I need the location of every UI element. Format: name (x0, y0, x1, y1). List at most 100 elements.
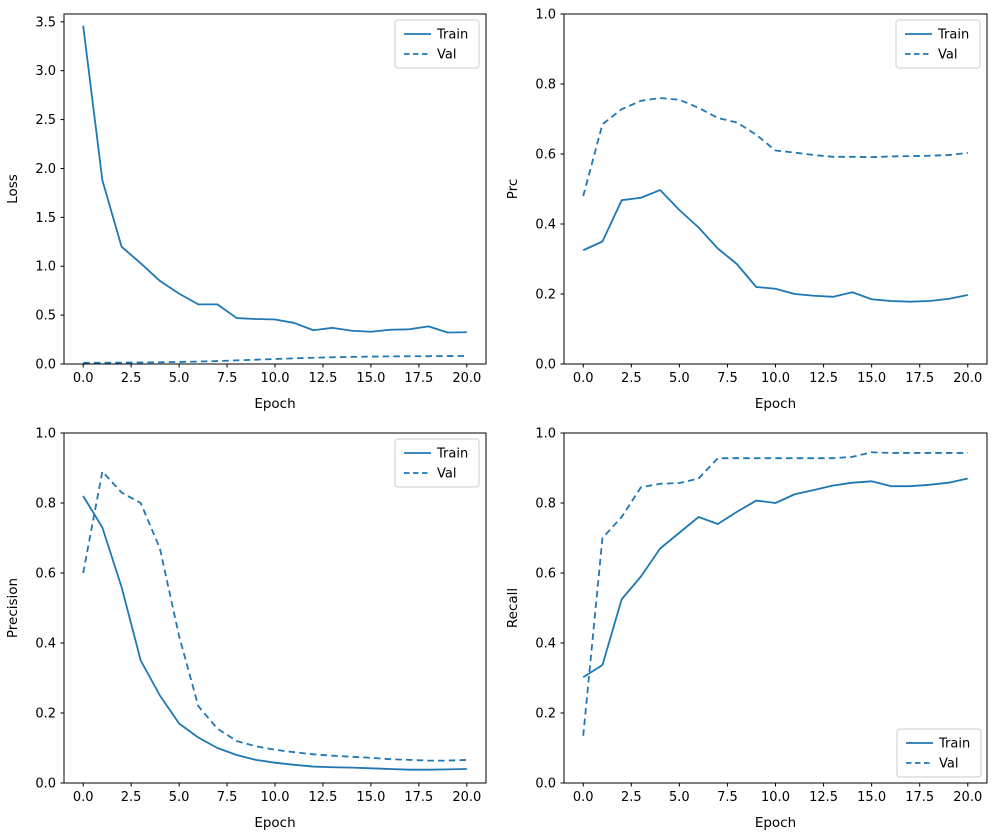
legend-box (895, 19, 981, 69)
legend: Train Val (896, 728, 982, 778)
y-tick-label: 0.2 (535, 707, 556, 722)
x-axis-label: Epoch (755, 396, 796, 412)
y-tick-label: 0.0 (535, 358, 556, 373)
x-axis: 0.0 2.5 5.0 7.5 10.0 12.5 15.0 17.5 20.0 Epoch (73, 364, 481, 412)
x-tick-label: 10.0 (761, 790, 790, 805)
x-tick-label: 12.5 (308, 371, 337, 386)
x-tick-label: 10.0 (261, 371, 290, 386)
y-tick-label: 1.0 (535, 8, 556, 23)
y-tick-label: 0.6 (535, 567, 556, 582)
x-tick-label: 7.5 (717, 371, 738, 386)
recall-chart: 0.0 2.5 5.0 7.5 10.0 12.5 15.0 17.5 20.0Epoch0.0… (505, 427, 988, 831)
y-axis-label: Loss (5, 174, 21, 204)
precision-chart: 0.0 2.5 5.0 7.5 10.0 12.5 15.0 17.5 20.0Epoch0.0… (5, 427, 487, 831)
y-tick-label: 0.0 (35, 358, 56, 373)
x-axis-label: Epoch (254, 815, 295, 831)
y-axis-label: Recall (505, 588, 521, 628)
y-tick-label: 3.0 (35, 64, 56, 79)
x-tick-label: 0.0 (73, 371, 94, 386)
x-tick-label: 0.0 (73, 790, 94, 805)
val-line (83, 355, 467, 364)
y-tick-label: 0.4 (535, 218, 556, 233)
legend-train-label: Train (436, 28, 468, 43)
y-tick-label: 0.6 (35, 567, 56, 582)
y-axis: 0.0 0.2 0.4 0.6 0.8 1.0 Prc (505, 8, 564, 373)
y-tick-label: 3.5 (35, 15, 56, 30)
y-tick-label: 0.0 (35, 777, 56, 792)
x-tick-label: 2.5 (621, 371, 642, 386)
legend: Train Val (394, 19, 480, 69)
train-line (82, 25, 467, 334)
legend-box (394, 438, 480, 488)
x-tick-label: 12.5 (308, 790, 337, 805)
x-tick-label: 10.0 (261, 790, 290, 805)
x-tick-label: 7.5 (217, 371, 238, 386)
y-tick-label: 0.2 (35, 707, 56, 722)
x-tick-label: 2.5 (121, 790, 142, 805)
chart-cell-prc: 0.0 2.5 5.0 7.5 10.0 12.5 15.0 17.5 20.0 Epoch 0.0… (500, 0, 1001, 419)
y-axis-label: Precision (5, 578, 21, 638)
x-tick-label: 12.5 (809, 790, 838, 805)
legend: Train Val (895, 19, 981, 69)
x-tick-label: 2.5 (621, 790, 642, 805)
x-tick-label: 17.5 (905, 371, 934, 386)
legend-train-label: Train (436, 447, 468, 462)
y-tick-label: 0.0 (535, 777, 556, 792)
legend-val-label: Val (939, 757, 958, 772)
x-tick-label: 5.0 (669, 790, 690, 805)
legend-box (394, 19, 480, 69)
chart-cell-loss: 0.0 2.5 5.0 7.5 10.0 12.5 15.0 17.5 20.0 Epoch 0.0… (0, 0, 500, 419)
train-line (582, 477, 968, 679)
x-tick-label: 20.0 (953, 371, 982, 386)
series-lines (582, 97, 968, 303)
y-tick-label: 0.5 (35, 309, 56, 324)
y-axis: 0.0 0.2 0.4 0.6 0.8 1.0 Recall (505, 427, 564, 792)
y-tick-label: 1.5 (35, 211, 56, 226)
x-axis: 0.0 2.5 5.0 7.5 10.0 12.5 15.0 17.5 20.0 Epoch (573, 364, 982, 412)
legend-val-label: Val (437, 48, 456, 63)
x-tick-label: 12.5 (809, 371, 838, 386)
y-tick-label: 0.4 (35, 637, 56, 652)
x-tick-label: 20.0 (953, 790, 982, 805)
x-axis-label: Epoch (254, 396, 295, 412)
x-axis: 0.0 2.5 5.0 7.5 10.0 12.5 15.0 17.5 20.0 Epoch (573, 783, 982, 831)
series-lines (82, 25, 467, 364)
legend-val-label: Val (437, 467, 456, 482)
x-tick-label: 0.0 (573, 371, 594, 386)
x-tick-label: 15.0 (857, 790, 886, 805)
prc-chart: 0.0 2.5 5.0 7.5 10.0 12.5 15.0 17.5 20.0Epoch0.0… (505, 8, 988, 412)
x-tick-label: 17.5 (404, 371, 433, 386)
x-tick-label: 2.5 (121, 371, 142, 386)
train-line (82, 495, 467, 771)
val-line (582, 451, 968, 736)
loss-chart: 0.0 2.5 5.0 7.5 10.0 12.5 15.0 17.5 20.0Epoch0.0… (5, 13, 487, 412)
legend: Train Val (394, 438, 480, 488)
x-tick-label: 5.0 (169, 790, 190, 805)
legend-box (896, 728, 982, 778)
series-lines (82, 470, 467, 771)
y-axis-label: Prc (505, 179, 521, 200)
x-axis-label: Epoch (755, 815, 796, 831)
x-tick-label: 20.0 (452, 790, 481, 805)
y-axis: 0.0 0.2 0.4 0.6 0.8 1.0 Precision (5, 427, 64, 792)
chart-cell-recall: 0.0 2.5 5.0 7.5 10.0 12.5 15.0 17.5 20.0 Epoch 0.0… (500, 419, 1001, 838)
y-tick-label: 2.5 (35, 113, 56, 128)
y-tick-label: 0.8 (535, 78, 556, 93)
y-tick-label: 1.0 (35, 427, 56, 442)
x-axis: 0.0 2.5 5.0 7.5 10.0 12.5 15.0 17.5 20.0 Epoch (73, 783, 481, 831)
y-tick-label: 2.0 (35, 162, 56, 177)
x-tick-label: 7.5 (717, 790, 738, 805)
x-tick-label: 5.0 (669, 371, 690, 386)
val-line (82, 470, 467, 762)
y-tick-label: 1.0 (35, 260, 56, 275)
legend-train-label: Train (938, 737, 970, 752)
y-tick-label: 0.8 (35, 497, 56, 512)
x-tick-label: 17.5 (905, 790, 934, 805)
y-axis: 0.0 0.5 1.0 1.5 2.0 2.5 3.0 3.5 Loss (5, 15, 64, 373)
x-tick-label: 7.5 (217, 790, 238, 805)
legend-val-label: Val (938, 48, 957, 63)
y-tick-label: 0.6 (535, 148, 556, 163)
legend-train-label: Train (937, 28, 969, 43)
y-tick-label: 0.2 (535, 288, 556, 303)
